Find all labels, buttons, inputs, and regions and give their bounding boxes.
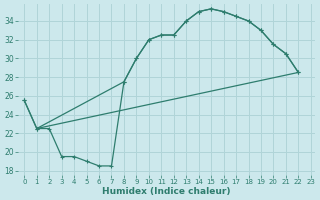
X-axis label: Humidex (Indice chaleur): Humidex (Indice chaleur) [102, 187, 230, 196]
